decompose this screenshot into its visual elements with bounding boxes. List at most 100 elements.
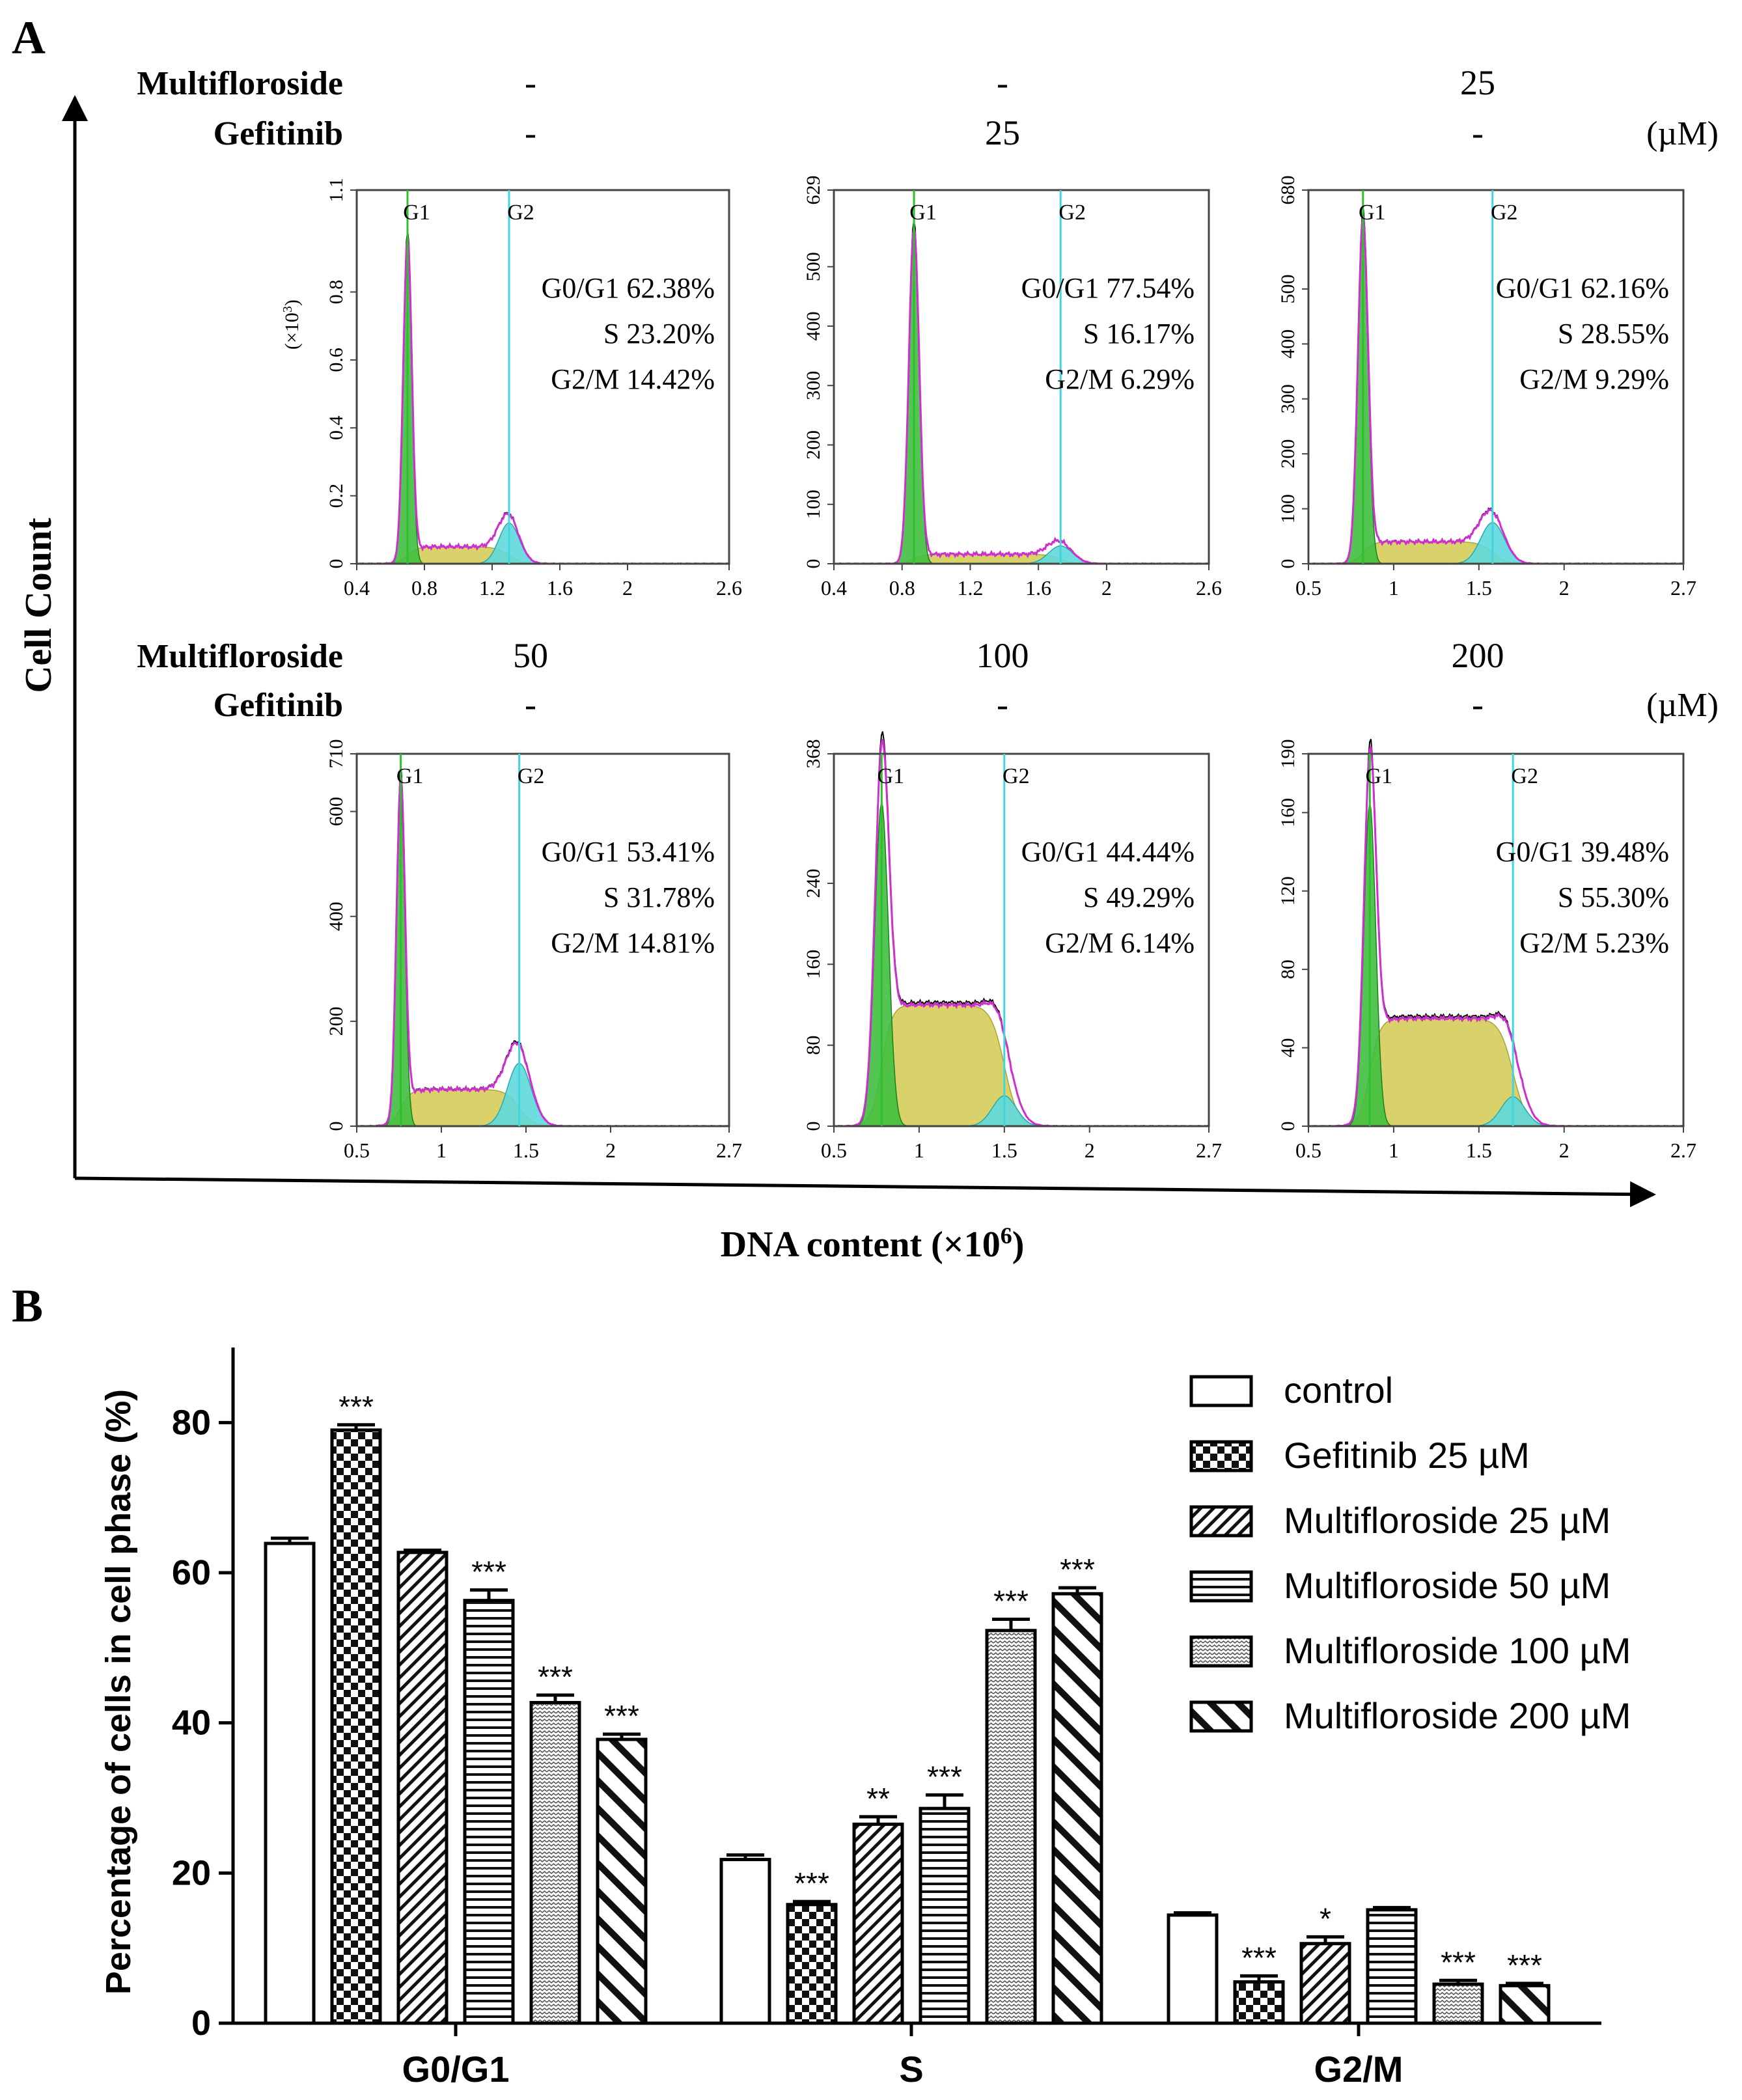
x-tick-label: 0.8: [889, 576, 915, 600]
legend: control Gefitinib 25 µM Multifloroside 25 …: [1189, 1370, 1631, 1736]
x-tick-label: 2: [605, 1139, 616, 1162]
g0g1-stat: G0/G1 62.16%: [1496, 272, 1669, 304]
y-tick-label: 80: [1277, 960, 1299, 979]
x-tick-label: 1.5: [513, 1139, 539, 1162]
multifloroside-dose: 100: [976, 636, 1029, 675]
bar: [264, 1541, 316, 2025]
bar: [1233, 1980, 1285, 2025]
significance-label: ***: [1507, 1948, 1542, 1982]
s-stat: S 55.30%: [1558, 881, 1669, 913]
gefitinib-dose: -: [997, 685, 1008, 724]
x-tick-label: 1.5: [1466, 1139, 1492, 1162]
legend-swatch: [1189, 1375, 1253, 1407]
x-tick-label: 0.4: [821, 576, 847, 600]
x-tick-label: 2.7: [716, 1139, 742, 1162]
significance-label: ***: [794, 1866, 829, 1900]
y-tick-label: 80: [803, 1036, 824, 1055]
g2m-stat: G2/M 14.81%: [551, 927, 715, 959]
g1-label: G1: [1365, 764, 1392, 788]
legend-label: Multifloroside 25 µM: [1284, 1500, 1611, 1541]
bar-y-tick-label: 20: [172, 1853, 211, 1892]
x-tick-label: 1: [436, 1139, 447, 1162]
g1-label: G1: [403, 200, 430, 225]
significance-label: **: [866, 1782, 890, 1816]
x-tick-label: 1.5: [991, 1139, 1017, 1162]
x-tick-label: 0.5: [1295, 576, 1321, 600]
plot-frame: [833, 189, 1210, 565]
gefitinib-dose: -: [525, 685, 536, 724]
x-tick-label: 0.8: [411, 576, 437, 600]
g1-label: G1: [396, 764, 424, 788]
significance-label: ***: [538, 1660, 573, 1694]
significance-label: ***: [927, 1760, 962, 1793]
g2-label: G2: [507, 200, 534, 225]
significance-label: ***: [1441, 1945, 1476, 1979]
significance-label: ***: [993, 1584, 1029, 1618]
y-tick-label: 40: [1277, 1038, 1299, 1058]
x-tick-label: 2.7: [1670, 1139, 1696, 1162]
bar: [1499, 1983, 1551, 2025]
bar: [1051, 1592, 1103, 2025]
g1-label: G1: [909, 200, 937, 225]
unit-label: (µM): [1646, 115, 1719, 152]
multifloroside-row-label: Multifloroside: [137, 65, 343, 102]
bar-y-tick-label: 60: [172, 1553, 211, 1592]
bar: [1366, 1908, 1418, 2025]
multifloroside-dose: 200: [1452, 636, 1504, 675]
s-stat: S 23.20%: [603, 318, 715, 350]
bar: [919, 1806, 971, 2025]
g0g1-stat: G0/G1 77.54%: [1021, 272, 1195, 304]
y-tick-label: 100: [803, 490, 824, 519]
y-tick-label: 500: [1277, 274, 1299, 303]
g2m-stat: G2/M 5.23%: [1519, 927, 1669, 959]
g2-label: G2: [518, 764, 545, 788]
gefitinib-dose: 25: [985, 113, 1020, 152]
panel-a-label: A: [12, 12, 46, 64]
x-tick-label: 2.7: [1670, 576, 1696, 600]
s-stat: S 16.17%: [1083, 318, 1195, 350]
y-tick-label: 160: [1277, 798, 1299, 827]
y-tick-label: 0: [1277, 1122, 1299, 1131]
bar: [985, 1629, 1037, 2025]
multifloroside-dose: 25: [1460, 63, 1495, 102]
legend-swatch: [1189, 1635, 1253, 1668]
y-tick-label: 300: [803, 371, 824, 400]
panel-b-label: B: [12, 1280, 43, 1332]
legend-label: control: [1284, 1370, 1393, 1411]
y-tick-label: 300: [1277, 384, 1299, 413]
g0g1-stat: G0/G1 53.41%: [542, 836, 715, 868]
x-tick-label: 0.5: [821, 1139, 847, 1162]
x-tick-label: 1.2: [479, 576, 505, 600]
histogram-5: G1 G2 G0/G1 44.44% S 49.29% G2/M 6.14% 0 80 160…: [803, 731, 1222, 1162]
y-tick-label: 0: [1277, 559, 1299, 569]
y-tick-label: 190: [1277, 739, 1299, 769]
dna-content-label: DNA content (×106): [721, 1223, 1025, 1265]
y-tick-label: 200: [1277, 439, 1299, 469]
y-tick-label: 400: [1277, 329, 1299, 359]
bar: [330, 1428, 382, 2025]
bar: [786, 1903, 838, 2025]
bar: [529, 1701, 581, 2025]
bar-y-axis-label: Percentage of cells in cell phase (%): [99, 1389, 138, 1995]
category-label: S: [899, 2049, 923, 2090]
x-tick-label: 1.6: [1025, 576, 1051, 600]
g2m-stat: G2/M 9.29%: [1519, 363, 1669, 395]
bar: [719, 1858, 771, 2025]
x-tick-label: 1.2: [957, 576, 983, 600]
bar-y-tick-label: 40: [172, 1704, 211, 1743]
gefitinib-row-label: Gefitinib: [214, 687, 343, 724]
plot-frame: [1307, 753, 1685, 1127]
bar: [596, 1737, 648, 2025]
y-tick-label: 240: [803, 868, 824, 898]
significance-label: ***: [339, 1390, 374, 1424]
x-tick-label: 1.5: [1466, 576, 1492, 600]
y-tick-label: 0: [325, 559, 347, 569]
bar-y-tick-label: 80: [172, 1403, 211, 1442]
x-tick-label: 0.5: [344, 1139, 370, 1162]
bar: [1167, 1913, 1219, 2025]
y-unit-label: (×103): [281, 299, 303, 350]
gefitinib-dose: -: [1472, 113, 1484, 152]
y-tick-label: 400: [325, 902, 347, 931]
